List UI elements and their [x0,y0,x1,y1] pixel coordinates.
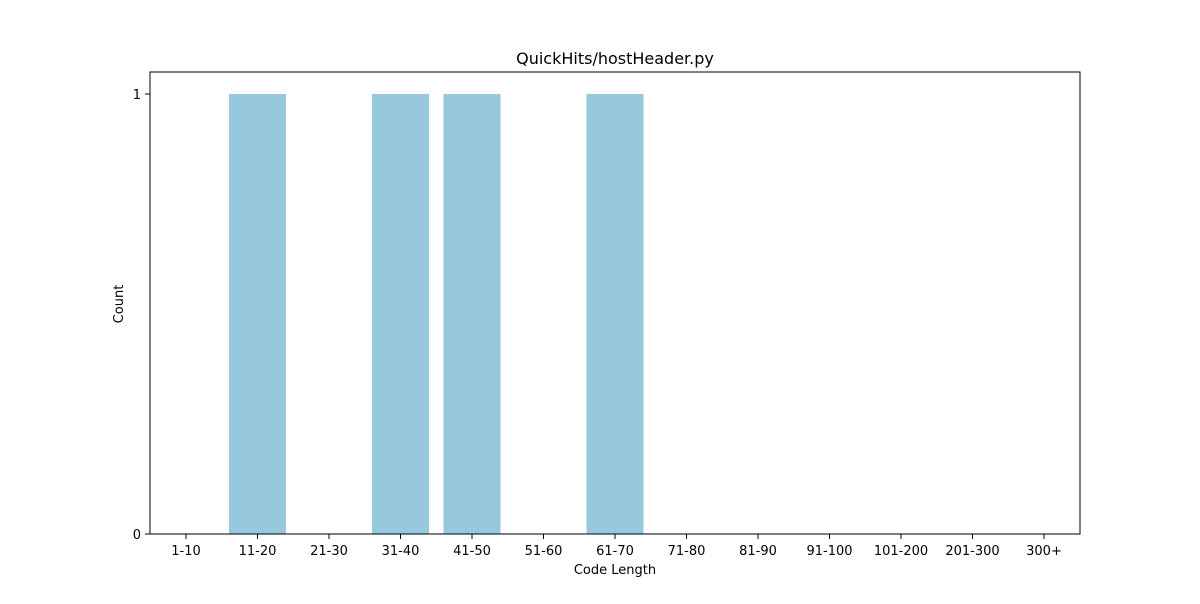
chart-title: QuickHits/hostHeader.py [516,49,714,68]
x-tick-label: 61-70 [596,544,634,559]
y-tick-label: 1 [133,88,141,103]
bar-31-40 [372,94,429,534]
x-axis-ticks: 1-10 11-20 21-30 31-40 41-50 51-60 61-70 71-80 8… [171,534,1062,559]
x-tick-label: 201-300 [945,544,999,559]
plot-frame [149,71,1081,535]
x-tick-label: 300+ [1026,544,1062,559]
bar-11-20 [229,94,286,534]
x-tick-label: 91-100 [806,544,852,559]
x-tick-label: 71-80 [668,544,706,559]
x-tick-label: 1-10 [171,544,201,559]
bars-layer [229,94,644,534]
x-tick-label: 31-40 [382,544,420,559]
x-tick-label: 81-90 [739,544,777,559]
bar-61-70 [586,94,644,534]
y-tick-label: 0 [133,528,141,543]
x-tick-label: 101-200 [874,544,928,559]
x-axis-label: Code Length [574,563,656,578]
x-tick-label: 11-20 [239,544,277,559]
x-tick-label: 51-60 [525,544,563,559]
y-axis-label: Count [112,285,127,324]
y-axis-ticks: 01 [133,88,150,543]
bar-41-50 [443,94,501,534]
x-tick-label: 41-50 [453,544,491,559]
x-tick-label: 21-30 [310,544,348,559]
